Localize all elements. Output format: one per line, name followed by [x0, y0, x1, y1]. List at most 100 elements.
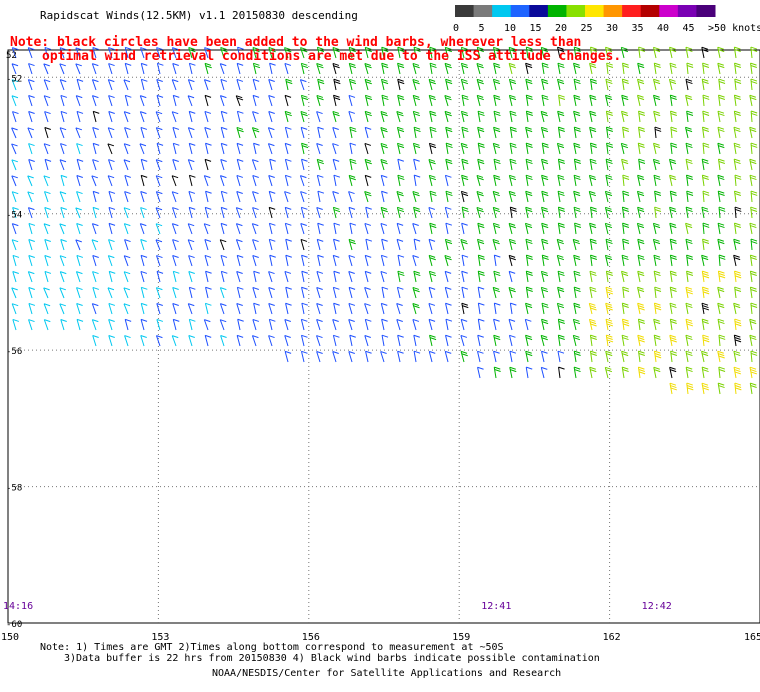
wind-barb [622, 286, 630, 299]
wind-barb [316, 174, 324, 187]
wind-barb [444, 270, 452, 283]
barb-feather [750, 302, 758, 306]
barb-staff [508, 63, 513, 75]
barb-staff [749, 127, 753, 139]
wind-barb [397, 334, 404, 347]
wind-barb [27, 191, 34, 203]
barb-feather [252, 318, 260, 322]
barb-feather [654, 286, 661, 290]
wind-barb [75, 127, 83, 139]
wind-barb [717, 302, 725, 315]
barb-staff [606, 127, 609, 139]
barb-feather [622, 190, 629, 194]
wind-barb [557, 110, 565, 123]
wind-barb [156, 47, 163, 59]
barb-staff [749, 383, 753, 395]
wind-barb [461, 222, 468, 235]
wind-barb [429, 222, 437, 235]
wind-barb [670, 126, 678, 139]
barb-feather [446, 145, 453, 149]
barb-feather [702, 177, 709, 180]
wind-barb [477, 238, 485, 251]
barb-feather [653, 145, 661, 149]
barb-staff [638, 47, 641, 59]
wind-barb [12, 254, 20, 267]
wind-barb [237, 318, 244, 331]
barb-feather [396, 111, 403, 114]
barb-staff [492, 79, 497, 91]
barb-feather [557, 286, 564, 290]
barb-feather [123, 287, 131, 291]
barb-staff [220, 207, 225, 219]
barb-staff [107, 287, 113, 299]
barb-staff [252, 239, 257, 251]
barb-feather [701, 302, 709, 306]
wind-barb [445, 142, 453, 155]
barb-feather [189, 49, 196, 53]
wind-barb [156, 270, 164, 283]
barb-feather [590, 307, 597, 311]
barb-feather [300, 175, 307, 179]
barb-staff [557, 223, 561, 235]
barb-feather [44, 79, 51, 83]
barb-staff [685, 207, 689, 219]
wind-barb [300, 47, 308, 59]
barb-staff [235, 239, 241, 251]
wind-barb [733, 302, 741, 315]
barb-staff [123, 111, 129, 123]
wind-barb [622, 174, 630, 187]
barb-feather [685, 97, 693, 101]
barb-staff [267, 127, 273, 139]
barb-feather [654, 128, 662, 132]
barb-staff [558, 95, 561, 107]
barb-staff [669, 287, 673, 299]
barb-feather [253, 142, 260, 146]
barb-feather [574, 257, 581, 261]
barb-feather [558, 94, 565, 98]
barb-feather [702, 174, 709, 178]
barb-staff [284, 223, 289, 235]
barb-feather [687, 387, 694, 391]
barb-feather [171, 175, 179, 179]
barb-feather [412, 62, 420, 66]
wind-barb [108, 270, 116, 283]
barb-staff [187, 79, 193, 91]
barb-staff [636, 191, 641, 203]
wind-barb [204, 62, 212, 75]
wind-barb [92, 190, 100, 203]
barb-staff [333, 271, 337, 283]
barb-feather [541, 129, 549, 133]
wind-barb [573, 254, 581, 267]
barb-staff [541, 175, 545, 187]
wind-barb [412, 78, 420, 91]
barb-feather [589, 126, 596, 130]
wind-barb [638, 46, 646, 59]
barb-staff [92, 271, 97, 283]
barb-feather [285, 174, 292, 178]
barb-feather [269, 158, 276, 162]
barb-feather [12, 207, 19, 211]
barb-feather [493, 334, 500, 338]
barb-staff [541, 255, 545, 267]
wind-barb [396, 222, 404, 235]
barb-feather [381, 302, 388, 306]
wind-barb [12, 318, 20, 331]
barb-feather [637, 206, 644, 210]
barb-feather [541, 321, 549, 325]
barb-feather [237, 110, 244, 114]
barb-feather [268, 79, 275, 82]
wind-barb [364, 110, 372, 123]
barb-feather [718, 289, 725, 293]
barb-feather [685, 286, 693, 290]
barb-staff [253, 271, 257, 283]
barb-staff [12, 111, 17, 123]
wind-barb [269, 62, 276, 75]
barb-feather [717, 318, 725, 322]
wind-barb [123, 111, 131, 123]
barb-feather [221, 206, 228, 210]
barb-feather [141, 158, 148, 162]
barb-staff [333, 239, 337, 251]
barb-feather [735, 208, 742, 212]
barb-staff [701, 319, 705, 331]
wind-barb [155, 175, 163, 187]
